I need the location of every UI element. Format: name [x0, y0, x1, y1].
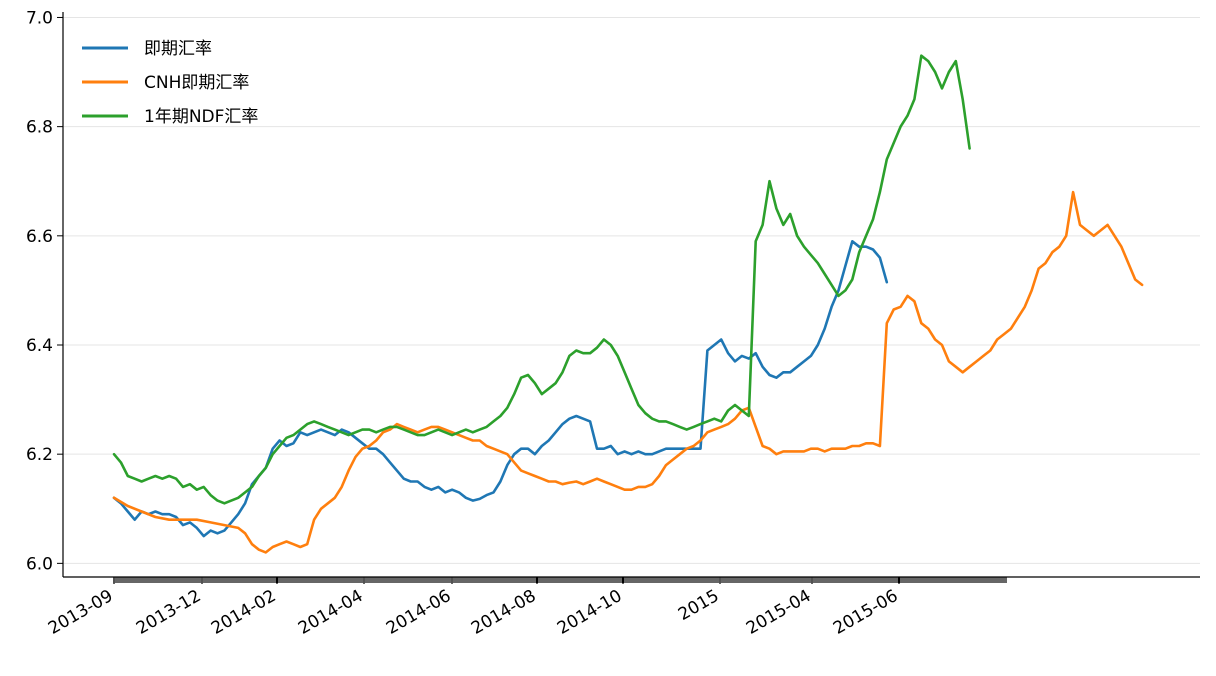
y-tick-label: 6.0: [26, 554, 53, 574]
y-tick-label: 7.0: [26, 8, 53, 28]
x-axis-ticks: 2013-09 2013-12 2014-02 2014-04 2014-06 2014-…: [45, 577, 902, 639]
x-tick-label: 2014-06: [383, 586, 455, 639]
y-tick-label: 6.4: [26, 336, 53, 356]
x-tick-label: 2014-04: [295, 586, 367, 639]
series-line-1: [112, 240, 889, 538]
x-tick-label: 2013-09: [45, 586, 117, 639]
y-axis-ticks: 6.0 6.2 6.4 6.6 6.8 7.0: [26, 8, 63, 574]
legend: 即期汇率 CNH即期汇率 1年期NDF汇率: [82, 39, 258, 127]
x-tick-label: 2015-04: [743, 586, 815, 639]
axes: [62, 12, 1200, 578]
x-tick-label: 2015: [675, 586, 722, 625]
legend-label-2: CNH即期汇率: [144, 73, 249, 93]
series-line-2: [112, 190, 1144, 554]
y-tick-label: 6.6: [26, 227, 53, 247]
legend-label-3: 1年期NDF汇率: [144, 107, 258, 127]
legend-label-1: 即期汇率: [144, 39, 212, 59]
grid-lines: [63, 16, 1200, 564]
x-tick-label: 2014-10: [554, 586, 626, 639]
x-tick-label: 2014-02: [208, 586, 280, 639]
series-lines: [112, 54, 1144, 554]
x-tick-label: 2015-06: [830, 586, 902, 639]
x-tick-label: 2014-08: [468, 586, 540, 639]
x-tick-label: 2013-12: [133, 586, 205, 639]
series-line-3: [112, 54, 971, 505]
y-tick-label: 6.8: [26, 118, 53, 138]
y-tick-label: 6.2: [26, 445, 53, 465]
x-minor-ticks: [113, 577, 1007, 583]
